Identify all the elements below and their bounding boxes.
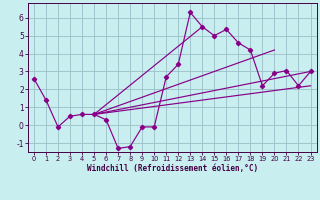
- X-axis label: Windchill (Refroidissement éolien,°C): Windchill (Refroidissement éolien,°C): [87, 164, 258, 173]
